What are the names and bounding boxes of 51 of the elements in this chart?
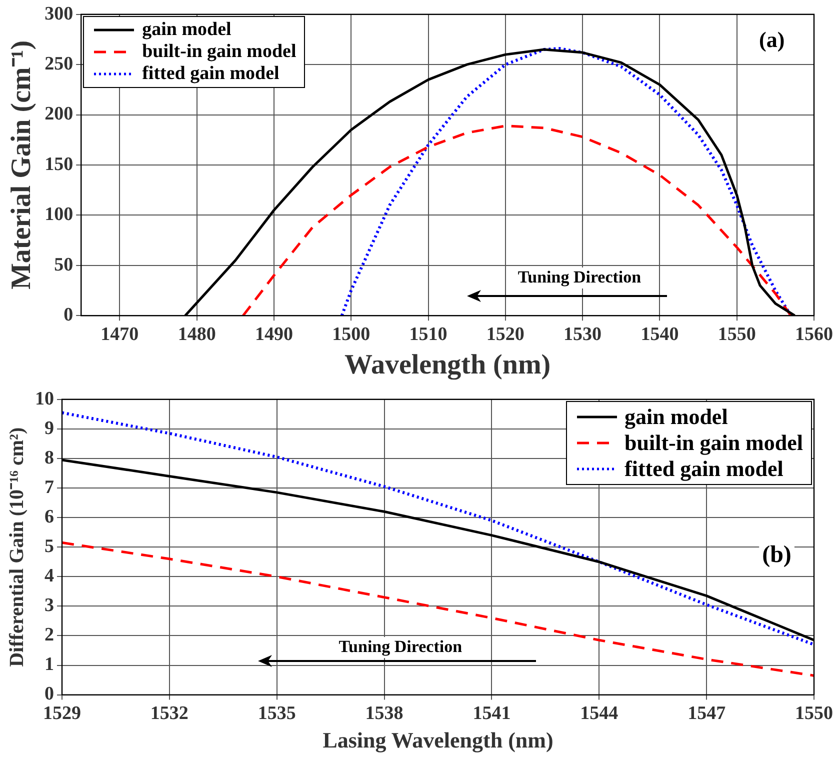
y-tick-label: 9: [44, 418, 54, 439]
legend-label: built-in gain model: [142, 41, 296, 64]
line-series: [242, 124, 792, 316]
x-tick-label: 1560: [795, 324, 833, 345]
y-axis-title: Differential Gain (10⁻¹⁶ cm²): [6, 427, 28, 667]
y-tick-label: 6: [44, 506, 54, 528]
x-tick-label: 1520: [486, 324, 524, 345]
x-axis-title: Lasing Wavelength (nm): [322, 727, 554, 752]
y-tick-label: 4: [44, 566, 54, 587]
y-tick-label: 5: [44, 536, 54, 558]
y-axis-title: Material Gain (cm⁻¹): [6, 40, 38, 290]
legend-label: gain model: [142, 19, 232, 42]
x-tick-label: 1541: [472, 703, 511, 724]
legend-label: fitted gain model: [624, 456, 784, 482]
y-tick-label: 7: [44, 476, 54, 498]
annotation: (b): [762, 542, 792, 568]
x-tick-label: 1550: [795, 703, 833, 724]
x-tick-label: 1535: [258, 703, 296, 724]
annotation: Tuning Direction: [338, 636, 463, 656]
y-tick-label: 2: [44, 624, 54, 646]
x-tick-label: 1538: [365, 703, 404, 724]
annotation: Tuning Direction: [518, 267, 642, 286]
y-tick-label: 100: [44, 204, 74, 226]
x-tick-label: 1544: [580, 703, 619, 724]
y-tick-label: 0: [64, 304, 74, 326]
y-tick-label: 200: [44, 104, 74, 125]
y-tick-label: 250: [44, 54, 74, 75]
legend-label: gain model: [624, 404, 728, 430]
x-tick-label: 1550: [718, 324, 756, 345]
x-tick-label: 1510: [409, 324, 448, 345]
y-tick-label: 8: [44, 447, 54, 468]
x-tick-label: 1490: [254, 324, 293, 345]
y-tick-label: 0: [44, 684, 54, 705]
x-tick-label: 1480: [178, 324, 216, 345]
x-tick-label: 1532: [150, 703, 188, 724]
x-axis-title: Wavelength (nm): [344, 349, 551, 380]
x-tick-label: 1530: [564, 324, 602, 345]
legend-label: fitted gain model: [142, 63, 280, 86]
x-tick-label: 1547: [688, 703, 726, 724]
legend-label: built-in gain model: [624, 430, 803, 456]
y-tick-label: 3: [44, 595, 54, 616]
x-tick-label: 1470: [100, 324, 139, 345]
y-tick-label: 300: [44, 3, 74, 24]
x-tick-label: 1529: [43, 703, 81, 724]
x-tick-label: 1500: [332, 324, 370, 345]
y-tick-label: 150: [44, 154, 74, 175]
y-tick-label: 10: [35, 388, 54, 410]
y-tick-label: 1: [44, 654, 54, 676]
x-tick-label: 1540: [640, 324, 679, 345]
annotation: (a): [759, 27, 785, 52]
y-tick-label: 50: [54, 254, 74, 276]
